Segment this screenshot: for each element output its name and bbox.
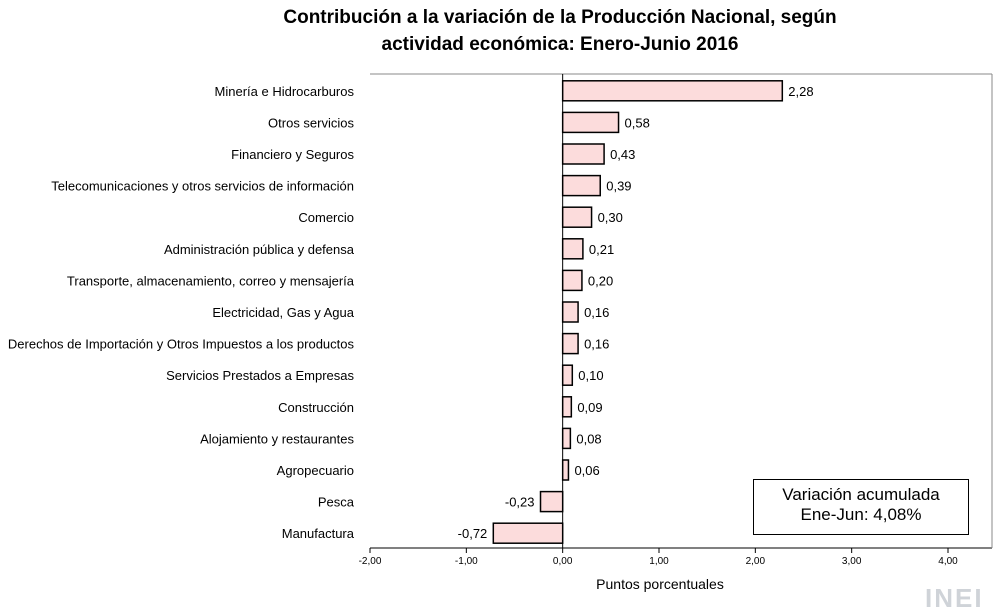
category-label: Administración pública y defensa: [164, 242, 355, 257]
value-label: 0,06: [574, 463, 599, 478]
bar: [561, 364, 574, 386]
category-label: Financiero y Seguros: [231, 147, 354, 162]
bar: [561, 143, 605, 165]
x-axis-label: Puntos porcentuales: [596, 576, 724, 592]
category-label: Manufactura: [282, 526, 355, 541]
bar: [561, 174, 601, 197]
bar: [561, 80, 784, 102]
bar: [539, 490, 564, 513]
cumulative-variation-line1: Variación acumulada: [782, 485, 940, 504]
x-tick-label: -1,00: [455, 556, 478, 567]
chart-title: Contribución a la variación de la Produc…: [210, 4, 910, 58]
cumulative-variation-box: Variación acumulada Ene-Jun: 4,08%: [753, 479, 969, 535]
bar: [561, 269, 583, 292]
x-tick-label: -2,00: [359, 556, 382, 567]
category-label: Telecomunicaciones y otros servicios de …: [51, 179, 354, 194]
cumulative-variation-line2: Ene-Jun: 4,08%: [800, 505, 922, 524]
category-label: Minería e Hidrocarburos: [215, 84, 355, 99]
category-label: Derechos de Importación y Otros Impuesto…: [8, 337, 355, 352]
category-label: Pesca: [318, 495, 355, 510]
bar: [561, 301, 579, 323]
value-label: 0,09: [577, 400, 602, 415]
category-label: Electricidad, Gas y Agua: [212, 305, 354, 320]
category-label: Servicios Prestados a Empresas: [166, 368, 354, 383]
chart-title-line1: Contribución a la variación de la Produc…: [283, 7, 837, 28]
category-label: Alojamiento y restaurantes: [200, 431, 354, 446]
value-label: 0,21: [589, 242, 614, 257]
category-label: Agropecuario: [277, 463, 354, 478]
x-tick-label: 4,00: [938, 556, 958, 567]
chart-title-line2: actividad económica: Enero-Junio 2016: [381, 34, 739, 55]
value-label: 0,39: [606, 179, 631, 194]
value-label: 0,58: [625, 115, 650, 130]
value-label: 0,20: [588, 273, 613, 288]
inei-logo: INEI: [925, 583, 984, 613]
x-tick-label: 2,00: [746, 556, 766, 567]
value-label: 2,28: [788, 84, 813, 99]
value-label: 0,16: [584, 337, 609, 352]
bar: [561, 111, 620, 134]
value-label: 0,10: [578, 368, 603, 383]
value-label: 0,43: [610, 147, 635, 162]
value-label: 0,30: [598, 210, 623, 225]
value-label: -0,72: [458, 526, 488, 541]
bar: [561, 238, 584, 260]
category-label: Otros servicios: [268, 115, 354, 130]
x-tick-label: 3,00: [842, 556, 862, 567]
x-tick-label: 0,00: [553, 556, 573, 567]
value-label: -0,23: [505, 495, 535, 510]
bar: [561, 206, 593, 228]
bar: [561, 427, 572, 450]
bar: [561, 396, 573, 418]
value-label: 0,08: [576, 431, 601, 446]
bar: [561, 332, 579, 355]
bar: [561, 459, 570, 481]
bar: [492, 522, 564, 544]
category-label: Construcción: [278, 400, 354, 415]
x-tick-label: 1,00: [649, 556, 669, 567]
category-label: Transporte, almacenamiento, correo y men…: [67, 273, 355, 288]
category-label: Comercio: [298, 210, 354, 225]
value-label: 0,16: [584, 305, 609, 320]
